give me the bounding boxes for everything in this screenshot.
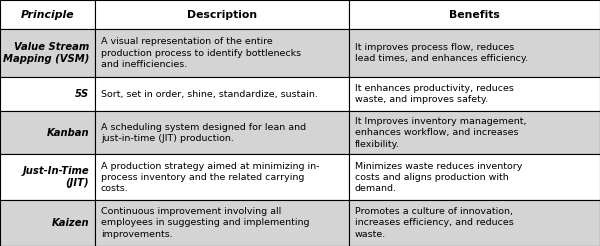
Bar bbox=[0, 29, 95, 77]
Text: 5S: 5S bbox=[75, 89, 89, 99]
Text: Kaizen: Kaizen bbox=[52, 218, 89, 228]
Bar bbox=[349, 111, 600, 154]
Text: Kanban: Kanban bbox=[46, 128, 89, 138]
Bar bbox=[95, 154, 349, 200]
Bar bbox=[349, 0, 600, 29]
Bar bbox=[0, 154, 95, 200]
Bar bbox=[95, 200, 349, 246]
Text: Value Stream
Mapping (VSM): Value Stream Mapping (VSM) bbox=[2, 42, 89, 64]
Bar bbox=[95, 111, 349, 154]
Text: Continuous improvement involving all
employees in suggesting and implementing
im: Continuous improvement involving all emp… bbox=[101, 207, 310, 239]
Bar bbox=[349, 77, 600, 111]
Text: A visual representation of the entire
production process to identify bottlenecks: A visual representation of the entire pr… bbox=[101, 37, 301, 69]
Bar bbox=[0, 0, 95, 29]
Bar bbox=[0, 200, 95, 246]
Bar bbox=[95, 29, 349, 77]
Text: Just-In-Time
(JIT): Just-In-Time (JIT) bbox=[22, 166, 89, 188]
Text: It improves process flow, reduces
lead times, and enhances efficiency.: It improves process flow, reduces lead t… bbox=[355, 43, 528, 63]
Bar bbox=[0, 77, 95, 111]
Text: Principle: Principle bbox=[20, 10, 74, 19]
Text: Sort, set in order, shine, standardize, sustain.: Sort, set in order, shine, standardize, … bbox=[101, 90, 318, 99]
Bar bbox=[95, 0, 349, 29]
Text: Benefits: Benefits bbox=[449, 10, 500, 19]
Text: It Improves inventory management,
enhances workflow, and increases
flexibility.: It Improves inventory management, enhanc… bbox=[355, 117, 526, 149]
Text: Minimizes waste reduces inventory
costs and aligns production with
demand.: Minimizes waste reduces inventory costs … bbox=[355, 162, 523, 193]
Text: Description: Description bbox=[187, 10, 257, 19]
Bar bbox=[349, 200, 600, 246]
Bar bbox=[0, 111, 95, 154]
Text: Promotes a culture of innovation,
increases efficiency, and reduces
waste.: Promotes a culture of innovation, increa… bbox=[355, 207, 514, 239]
Bar bbox=[349, 154, 600, 200]
Text: A scheduling system designed for lean and
just-in-time (JIT) production.: A scheduling system designed for lean an… bbox=[101, 123, 306, 143]
Text: It enhances productivity, reduces
waste, and improves safety.: It enhances productivity, reduces waste,… bbox=[355, 84, 514, 104]
Text: A production strategy aimed at minimizing in-
process inventory and the related : A production strategy aimed at minimizin… bbox=[101, 162, 319, 193]
Bar bbox=[349, 29, 600, 77]
Bar bbox=[95, 77, 349, 111]
